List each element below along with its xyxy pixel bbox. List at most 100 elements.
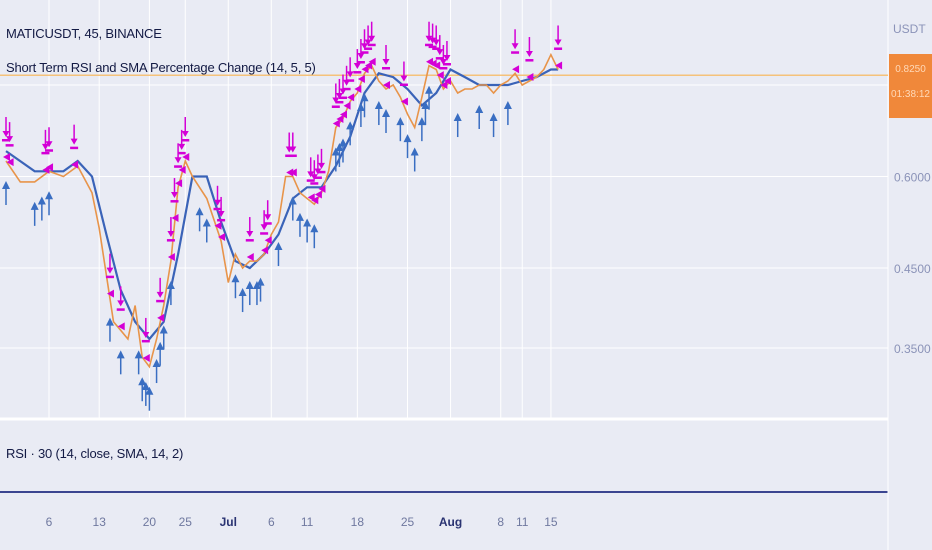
sell-marker (435, 57, 444, 60)
sell-arrow-head (181, 130, 189, 137)
buy-arrow-head (374, 101, 383, 110)
time-tick-label: 8 (497, 515, 504, 529)
sell-arrow-head (525, 51, 533, 58)
sell-marker (525, 59, 534, 62)
buy-arrow-head (382, 108, 391, 117)
sell-flag (182, 152, 190, 161)
last-price-value: 0.8250 (895, 64, 926, 75)
time-tick-label: Aug (439, 515, 462, 529)
indicator-title[interactable]: Short Term RSI and SMA Percentage Change… (6, 60, 316, 75)
sell-marker (353, 71, 362, 74)
sell-marker (428, 45, 437, 49)
buy-arrow-head (489, 113, 498, 122)
time-tick-label: 25 (179, 515, 193, 529)
sell-arrow-head (361, 43, 368, 50)
sell-arrow-head (368, 35, 376, 42)
sell-flag (361, 65, 369, 74)
time-tick-label: 11 (301, 515, 314, 529)
sell-arrow-head (364, 39, 372, 46)
buy-arrow-head (245, 281, 254, 290)
sell-flag (526, 73, 534, 82)
sell-flag (289, 168, 297, 177)
price-line (5, 52, 559, 369)
buy-arrow-head (331, 147, 340, 156)
sell-marker (263, 222, 272, 225)
sell-marker (382, 66, 391, 70)
time-tick-label: Jul (220, 515, 237, 529)
sell-arrow-head (178, 143, 186, 150)
sell-flag (443, 76, 451, 85)
buy-arrow-head (141, 381, 150, 390)
buy-arrow-head (256, 277, 265, 286)
buy-arrow-head (421, 101, 430, 110)
sell-arrow-head (332, 97, 340, 104)
grid-lines (0, 0, 888, 419)
sell-arrow-head (382, 58, 390, 65)
buy-arrow-head (417, 117, 426, 126)
sell-flag (339, 110, 347, 119)
sell-arrow-head (425, 35, 433, 42)
buy-arrow-head (145, 386, 154, 395)
buy-arrow-head (156, 341, 165, 350)
sell-marker (174, 165, 183, 168)
buy-arrow-head (159, 325, 168, 334)
buy-arrow-head (105, 317, 114, 326)
sell-arrow-head (170, 192, 178, 199)
buy-arrow-head (335, 142, 344, 151)
sell-flag (512, 65, 520, 74)
buy-arrow-head (303, 218, 312, 227)
sell-flag (46, 163, 54, 172)
sell-flag (178, 165, 186, 174)
sell-marker (360, 51, 369, 54)
sell-marker (177, 151, 186, 155)
sell-flag (336, 114, 344, 123)
buy-arrow-head (396, 117, 405, 126)
sell-arrow-head (429, 37, 437, 44)
sell-marker (346, 79, 355, 82)
sell-marker (511, 51, 520, 54)
sell-flag (106, 289, 114, 298)
sell-marker (70, 146, 79, 150)
price-series (5, 52, 559, 369)
sell-arrow-head (41, 143, 49, 150)
sell-marker (213, 207, 222, 211)
rsi-pane-label[interactable]: RSI · 30 (14, close, SMA, 14, 2) (6, 446, 184, 461)
sell-marker (554, 47, 563, 50)
buy-arrow-head (425, 85, 434, 94)
sell-arrow-head (45, 141, 53, 148)
symbol-title[interactable]: MATICUSDT, 45, BINANCE (6, 26, 162, 41)
buy-arrow-head (166, 281, 175, 290)
sell-arrow-head (117, 300, 125, 307)
buy-arrow-head (288, 196, 297, 205)
sell-marker (335, 100, 344, 104)
bar-countdown: 01:38:12 (891, 89, 930, 100)
buy-arrow-head (116, 350, 125, 359)
sell-flag (436, 71, 444, 80)
sell-arrow-head (439, 58, 447, 65)
sell-marker (399, 83, 408, 87)
sell-flag (167, 253, 175, 262)
sell-arrow-head (432, 39, 440, 46)
time-tick-label: 6 (268, 515, 275, 529)
buy-arrow-head (295, 212, 304, 221)
sell-flag (214, 221, 222, 230)
sell-flag (314, 190, 322, 199)
sell-arrow-head (357, 53, 365, 60)
sell-marker (331, 105, 340, 108)
sell-arrow-head (400, 75, 408, 82)
buy-arrow-head (346, 121, 355, 130)
sell-flag (286, 168, 294, 177)
sell-marker (425, 43, 434, 47)
buy-arrow-head (202, 218, 211, 227)
sell-arrow-head (2, 130, 10, 137)
buy-arrow-head (338, 138, 347, 147)
sell-marker (260, 232, 269, 235)
sell-marker (166, 239, 175, 242)
sell-marker (181, 138, 190, 142)
sell-flag (555, 61, 563, 70)
sell-marker (105, 275, 114, 279)
sell-flag (440, 80, 448, 89)
sell-flag (261, 246, 269, 255)
sell-marker (367, 43, 376, 47)
